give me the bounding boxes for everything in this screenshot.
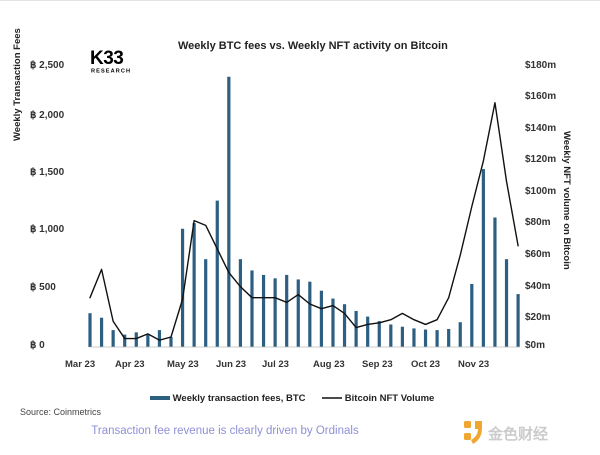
svg-text:金色财经: 金色财经 [487, 425, 548, 443]
